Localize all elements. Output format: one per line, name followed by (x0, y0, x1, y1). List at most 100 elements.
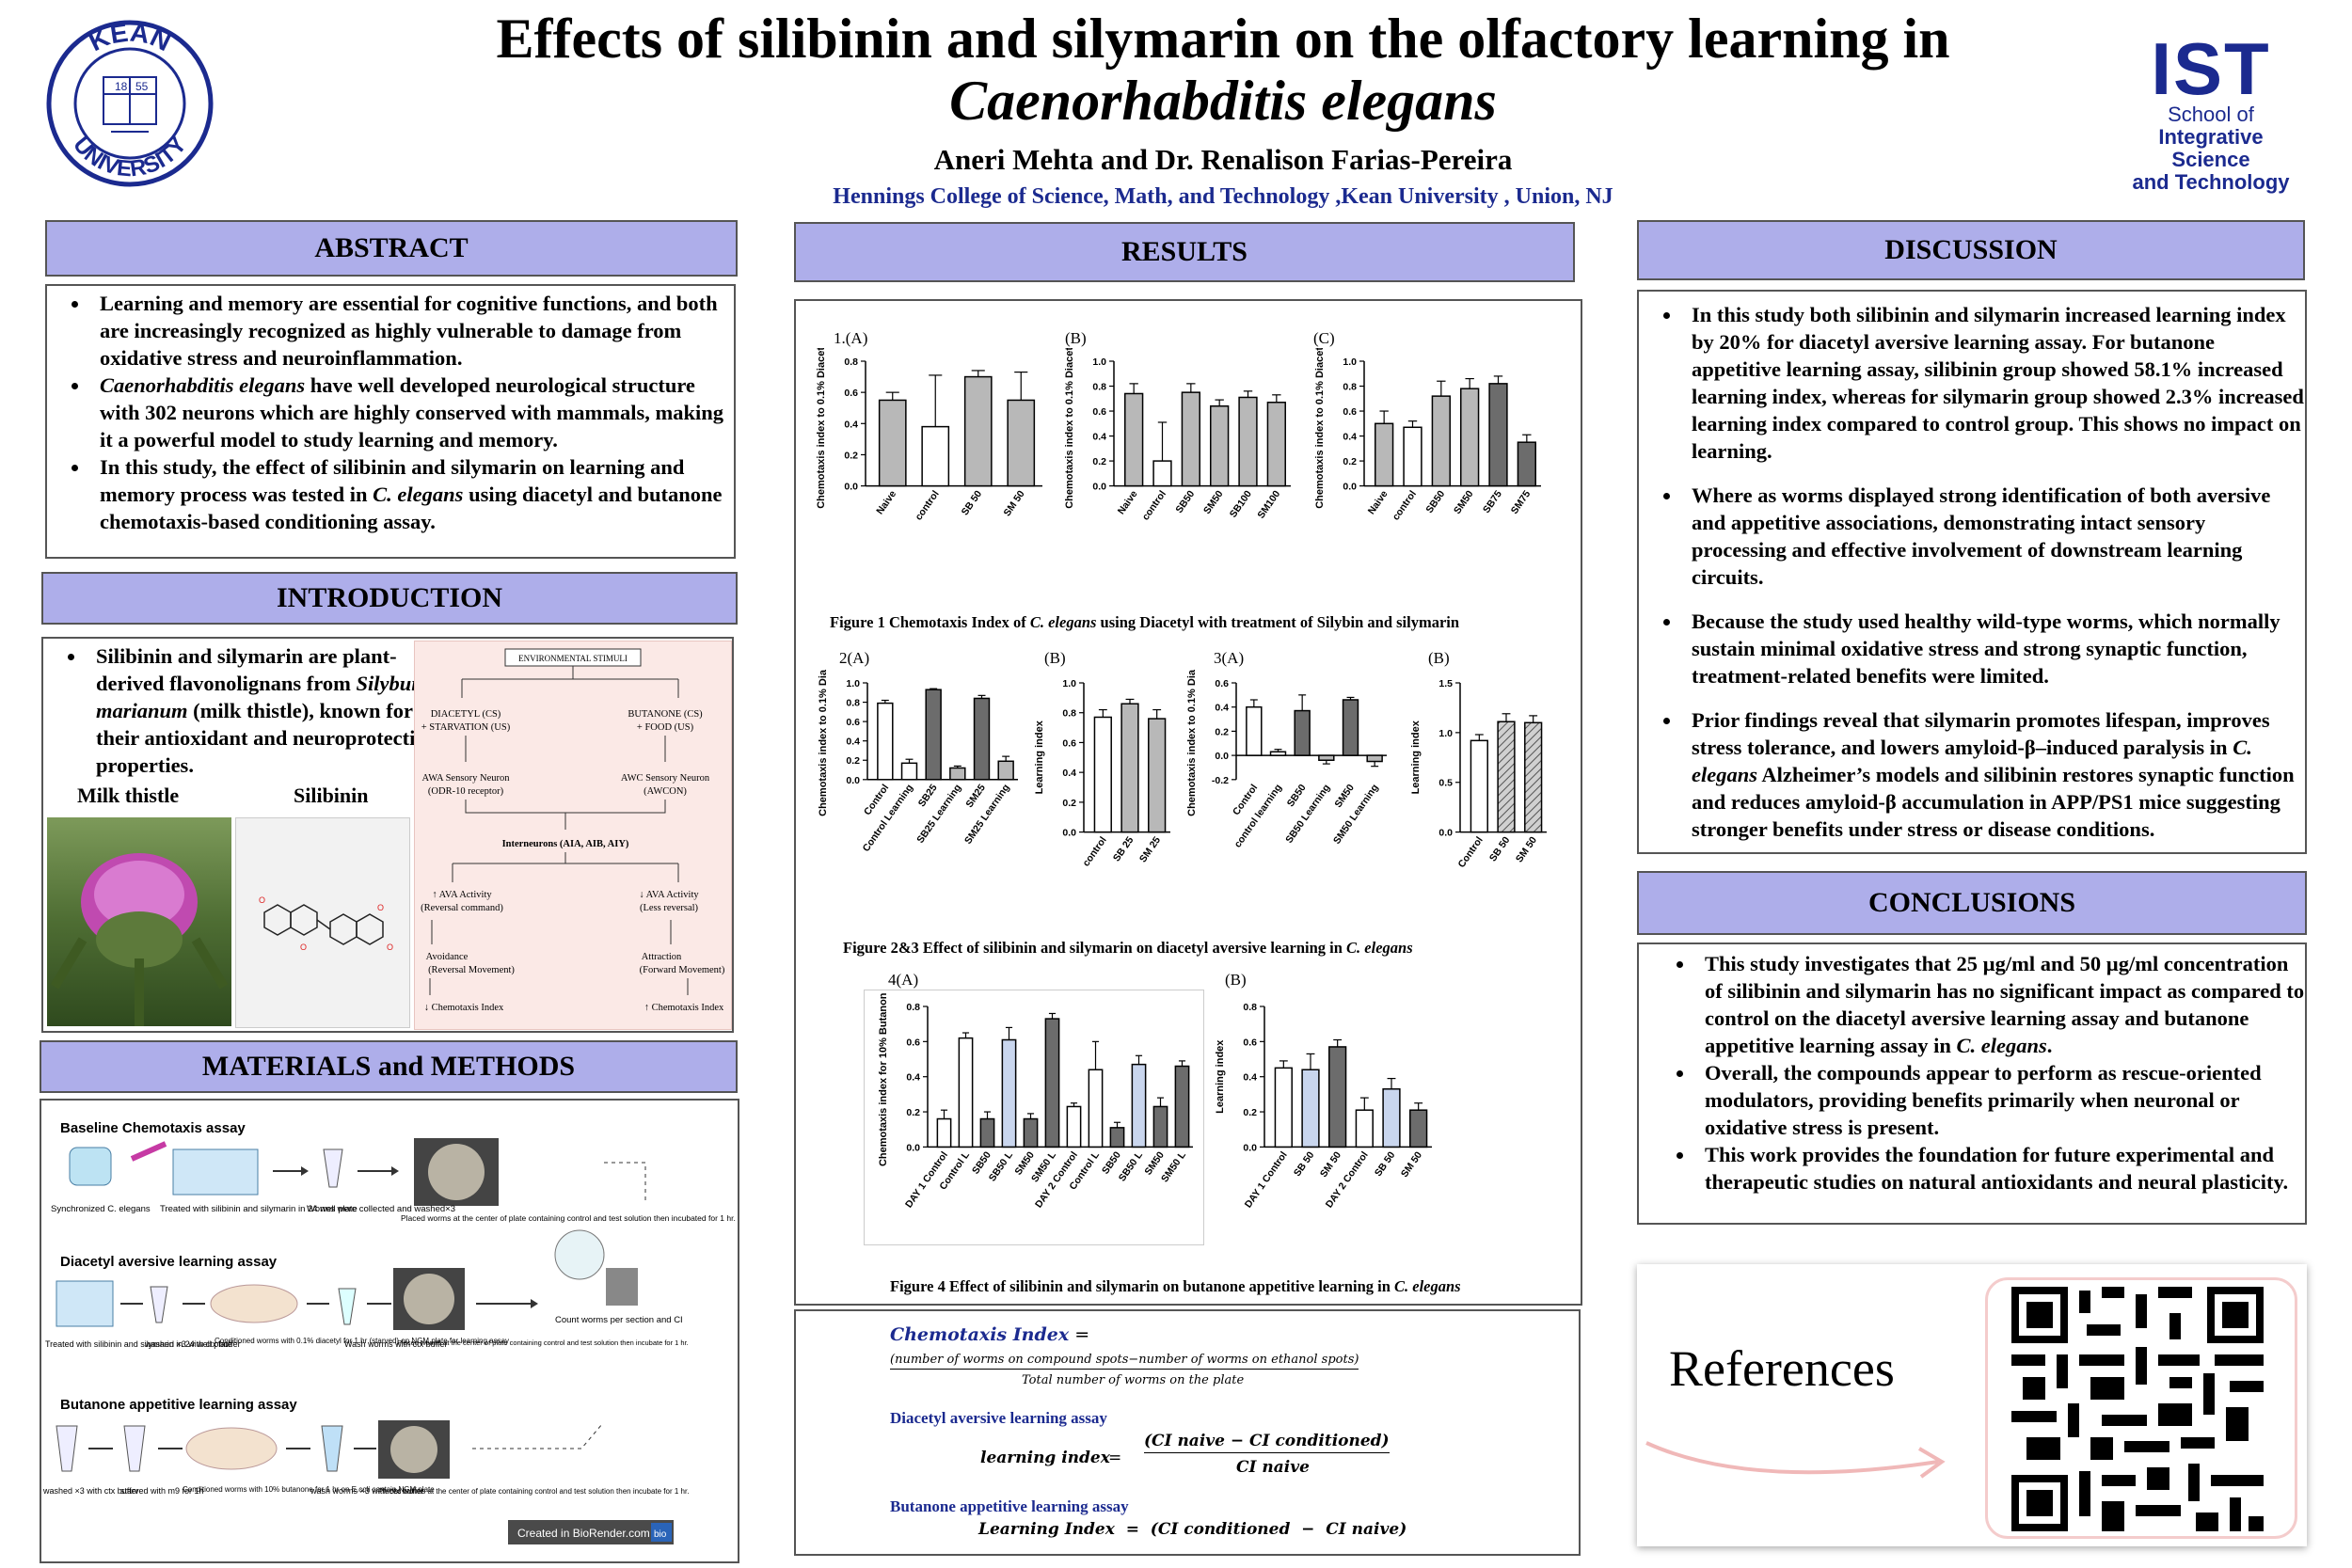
x-tick-label: SM50 (1201, 488, 1226, 515)
bar (1301, 1069, 1320, 1148)
conclusion-item: This work provides the foundation for fu… (1695, 1141, 2305, 1196)
y-axis-label: Chemotaxis index to 0.1% Diacetyl (1064, 348, 1075, 509)
title-line-2: Caenorhabditis elegans (949, 70, 1497, 132)
flow-us1: + STARVATION (US) (421, 722, 511, 733)
bar (1093, 716, 1112, 833)
flow-ava-down: ↓ AVA Activity (639, 890, 699, 900)
ci-formula: Chemotaxis Index = (890, 1324, 1089, 1345)
intro-list: Silibinin and silymarin are plant-derive… (43, 642, 453, 779)
bar (925, 689, 942, 781)
chart-1A: Chemotaxis index to 0.1% Diacetyl 0.0 0.2 0… (816, 348, 1042, 522)
fig1-caption-species: C. elegans (1029, 613, 1097, 631)
x-tick-label: SB75 (1481, 488, 1504, 515)
chart-2A: Chemotaxis index to 0.1% Diacetyl 0.0 0.2 0… (818, 670, 1018, 854)
references-label: References (1669, 1340, 1895, 1397)
x-tick-label: SM25 Learning (962, 783, 1012, 847)
discussion-item: Because the study used healthy wild-type… (1682, 608, 2305, 689)
y-tick-label: 1.0 (1092, 356, 1106, 368)
x-tick-label: Naive (874, 488, 898, 516)
ci-name: Chemotaxis Index (890, 1324, 1070, 1345)
y-axis-label: Chemotaxis index for 10% Butanone (878, 993, 889, 1166)
x-tick-label: SM50 (1452, 488, 1476, 515)
chart-1B: Chemotaxis index to 0.1% Diacetyl 0.0 0.2 0… (1064, 348, 1291, 522)
diacetyl-step-4: Wash worms with ctx buffer (344, 1339, 448, 1349)
y-tick-label: 0.4 (906, 1072, 920, 1084)
biorender-credit: Created in BioRender.com (517, 1527, 650, 1540)
references-panel[interactable]: References (1637, 1264, 2307, 1546)
y-tick-label: 0.0 (1062, 828, 1076, 839)
butanone-formula-title: Butanone appetitive learning assay (890, 1497, 1129, 1515)
chart-1C: Chemotaxis index to 0.1% Diacetyl 0.0 0.2 0… (1314, 348, 1541, 522)
diacetyl-step-3: Conditioned worms with 0.1% diacetyl for… (215, 1337, 509, 1345)
bar (1524, 721, 1543, 833)
x-tick-label: SM75 (1509, 488, 1534, 515)
y-tick-label: 0.0 (1215, 751, 1229, 762)
bar (973, 697, 991, 781)
bar (1152, 460, 1172, 487)
y-tick-label: 0.4 (1092, 432, 1106, 443)
x-tick-label: SM50 Learning (1331, 783, 1381, 847)
bar (1088, 1069, 1104, 1148)
x-tick-label: SB 50 (1373, 1149, 1398, 1179)
y-tick-label: 0.4 (1215, 703, 1229, 714)
bar (963, 375, 993, 487)
formula-box: Chemotaxis Index = (number of worms on c… (794, 1309, 1581, 1556)
abstract-box: Learning and memory are essential for co… (45, 284, 736, 559)
fig1-caption-b: using Diacetyl with treatment of Silybin… (1096, 613, 1460, 631)
bar (1148, 718, 1167, 833)
flow-cs2: BUTANONE (CS) (628, 709, 703, 720)
x-tick-label: SM 50 (1399, 1149, 1424, 1180)
x-tick-label: control (1140, 488, 1168, 522)
conclusion-text-1: This study investigates that 25 µg/ml an… (1705, 952, 2305, 1057)
chart-4B: Learning index 0.0 0.2 0.4 0.6 0.8 DAY 1 Contr… (1215, 1002, 1432, 1210)
flow-ava-up: ↑ AVA Activity (432, 890, 492, 900)
y-tick-label: 1.0 (1438, 728, 1453, 739)
baseline-step-2: Treated with silibinin and silymarin in … (160, 1204, 358, 1214)
x-tick-label: SB 50 (1487, 834, 1513, 863)
li-butanone: Learning Index = (CI conditioned − CI na… (978, 1520, 1407, 1539)
flow-awa: AWA Sensory Neuron (421, 773, 510, 784)
biorender-logo: bio (654, 1529, 667, 1540)
li-equals: = (1108, 1449, 1122, 1467)
flow-cs1: DIACETYL (CS) (431, 709, 501, 720)
y-axis-label: Learning index (1034, 720, 1045, 794)
flow-ci-down: ↓ Chemotaxis Index (424, 1003, 504, 1013)
title-line-1: Effects of silibinin and silymarin on th… (496, 8, 1950, 70)
li-denominator: CI naive (1236, 1458, 1310, 1477)
y-axis-label: Learning index (1215, 1039, 1226, 1114)
x-tick-label: control (913, 488, 941, 522)
ist-line-1: School of (2168, 103, 2254, 126)
discussion-text-3: Because the study used healthy wild-type… (1692, 610, 2280, 688)
bar (1266, 402, 1286, 487)
y-tick-label: 0.4 (1243, 1072, 1257, 1084)
qr-code-icon[interactable] (2011, 1287, 2264, 1531)
methods-title: MATERIALS and METHODS (201, 1051, 576, 1082)
x-tick-label: SB 50 (960, 488, 985, 517)
fig4-label-a: 4(A) (888, 971, 919, 989)
y-tick-label: 0.2 (846, 755, 860, 767)
bar (997, 760, 1014, 781)
bar (958, 1037, 974, 1148)
poster-title: Effects of silibinin and silymarin on th… (376, 8, 2070, 132)
flow-ci-up: ↑ Chemotaxis Index (644, 1003, 724, 1013)
x-tick-label: SB50 (1423, 488, 1447, 515)
bar (877, 702, 894, 781)
flow-avoidance: Avoidance (426, 952, 469, 962)
conclusions-header: CONCLUSIONS (1637, 871, 2307, 935)
bar (1497, 721, 1516, 833)
milk-thistle-photo (47, 817, 231, 1026)
y-tick-label: 0.0 (1343, 482, 1357, 493)
x-tick-label: SB 25 (1111, 834, 1136, 863)
y-tick-label: 0.6 (1092, 406, 1106, 418)
y-tick-label: 1.0 (1062, 678, 1076, 689)
discussion-text-4: Prior findings reveal that silymarin pro… (1692, 708, 2295, 841)
y-tick-label: 0.4 (846, 736, 860, 748)
abstract-list: Learning and memory are essential for co… (47, 290, 734, 535)
bar (1274, 1067, 1293, 1148)
x-tick-label: SB50 (1173, 488, 1197, 515)
y-tick-label: 0.0 (846, 775, 860, 786)
ci-denominator: Total number of worms on the plate (1022, 1373, 1245, 1387)
bar (1488, 383, 1508, 487)
x-tick-label: SB100 (1228, 488, 1254, 519)
y-tick-label: 0.8 (1343, 382, 1357, 393)
